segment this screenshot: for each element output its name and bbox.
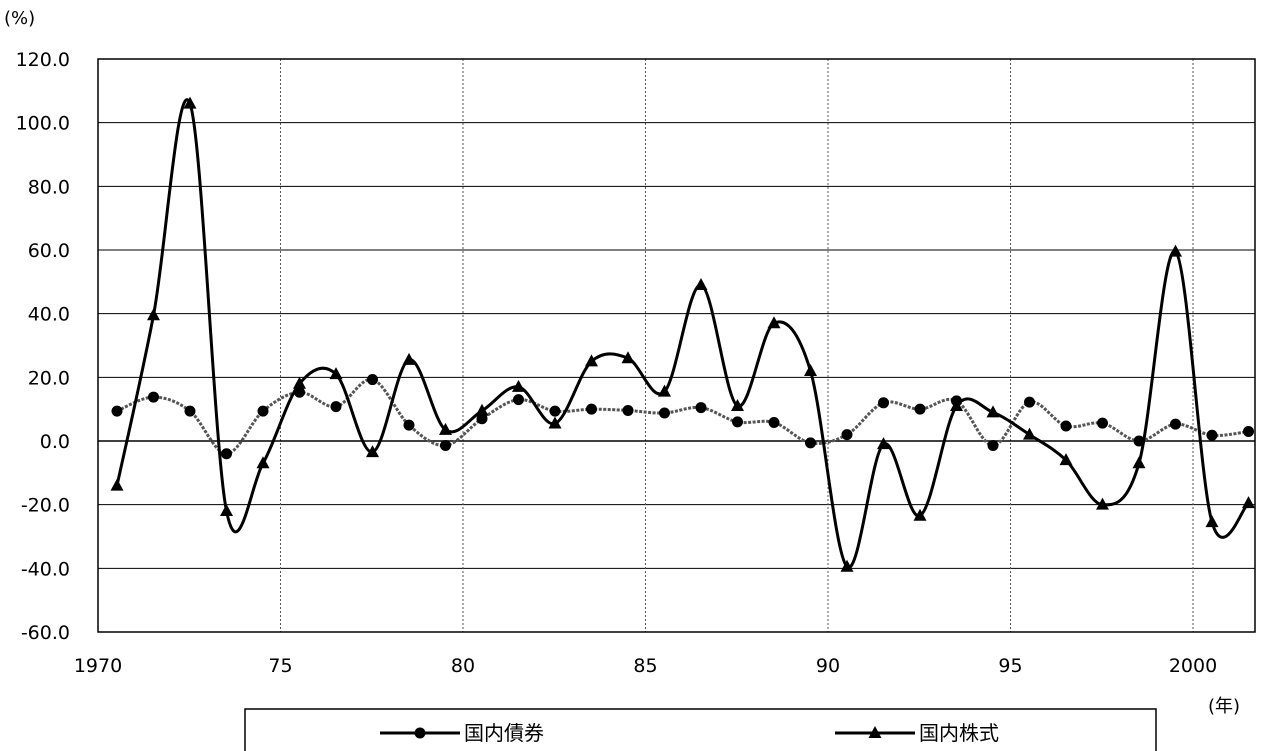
data-point-bonds <box>1060 420 1072 432</box>
data-point-stocks <box>366 445 379 458</box>
data-point-bonds <box>914 403 926 415</box>
series-stocks <box>110 96 1255 572</box>
data-point-stocks <box>731 398 744 411</box>
x-tick-label: 75 <box>268 655 292 677</box>
data-point-stocks <box>950 398 963 411</box>
data-point-bonds <box>440 439 451 451</box>
legend-item-stocks: 国内株式 <box>835 721 999 745</box>
chart-grid <box>97 58 1255 633</box>
y-axis-unit-label: (%) <box>4 8 35 29</box>
legend-item-bonds: 国内債券 <box>380 721 544 745</box>
data-point-stocks <box>1169 244 1182 257</box>
data-point-stocks <box>1132 456 1146 469</box>
data-point-bonds <box>622 404 634 416</box>
data-point-stocks <box>475 403 489 416</box>
data-point-bonds <box>221 448 232 460</box>
data-point-stocks <box>986 405 1000 418</box>
data-point-bonds <box>1024 396 1035 408</box>
data-point-stocks <box>1059 453 1073 466</box>
y-tick-label: 80.0 <box>28 176 70 198</box>
data-point-bonds <box>184 405 196 417</box>
data-point-stocks <box>840 559 854 572</box>
data-point-bonds <box>513 394 524 406</box>
legend-box <box>244 708 1157 751</box>
data-point-stocks <box>548 416 562 429</box>
y-tick-label: -40.0 <box>21 558 70 580</box>
y-tick-label: 100.0 <box>16 113 70 135</box>
data-point-bonds <box>367 374 378 386</box>
data-point-stocks <box>1242 496 1255 509</box>
data-point-bonds <box>987 439 999 451</box>
x-tick-label: 80 <box>451 655 475 677</box>
plot-area-frame <box>97 58 1256 633</box>
data-point-stocks <box>293 376 306 389</box>
legend-label-bonds: 国内債券 <box>464 721 544 745</box>
data-point-bonds <box>549 405 561 417</box>
data-point-bonds <box>148 391 159 403</box>
data-point-bonds <box>1243 425 1254 437</box>
series-layer <box>110 96 1255 572</box>
x-axis-tick-labels: 1970 75 80 85 90 95 2000 <box>74 655 1217 677</box>
x-tick-label: 2000 <box>1169 655 1217 677</box>
series-line-stocks <box>115 98 1250 569</box>
data-point-stocks <box>1205 515 1219 528</box>
data-point-bonds <box>403 419 415 431</box>
y-axis-tick-labels: 120.0 100.0 80.0 60.0 40.0 20.0 0.0 -20.0 -40.0 -… <box>16 49 70 644</box>
data-point-stocks <box>1096 497 1109 510</box>
data-point-bonds <box>695 402 707 414</box>
y-tick-label: 0.0 <box>40 431 70 453</box>
y-tick-label: 40.0 <box>28 304 70 326</box>
data-point-stocks <box>585 354 598 367</box>
data-point-stocks <box>1023 427 1036 440</box>
y-tick-label: -60.0 <box>21 622 70 644</box>
x-tick-label: 90 <box>816 655 840 677</box>
data-point-stocks <box>512 379 525 392</box>
y-tick-label: 120.0 <box>16 49 70 71</box>
y-tick-label: -20.0 <box>21 495 70 517</box>
x-tick-label: 85 <box>633 655 657 677</box>
data-point-bonds <box>330 401 342 413</box>
triangle-marker-icon <box>868 726 882 738</box>
data-point-stocks <box>220 504 233 517</box>
data-point-stocks <box>804 363 817 376</box>
data-point-bonds <box>732 416 743 428</box>
series-bonds <box>111 374 1254 460</box>
series-line-bonds <box>116 378 1249 456</box>
data-point-bonds <box>476 413 488 425</box>
data-point-stocks <box>147 308 160 321</box>
legend-label-stocks: 国内株式 <box>919 721 999 745</box>
data-point-stocks <box>402 352 416 365</box>
data-point-bonds <box>111 405 123 417</box>
data-point-stocks <box>256 456 270 469</box>
x-tick-label: 95 <box>998 655 1022 677</box>
data-point-bonds <box>586 403 597 415</box>
data-point-bonds <box>659 407 670 419</box>
data-point-bonds <box>878 397 889 409</box>
data-point-bonds <box>768 417 780 429</box>
data-point-bonds <box>841 429 853 441</box>
data-point-stocks <box>621 351 635 364</box>
x-tick-label: 1970 <box>74 655 122 677</box>
data-point-stocks <box>110 478 124 491</box>
data-point-bonds <box>257 405 269 417</box>
data-point-bonds <box>1206 429 1218 441</box>
data-point-stocks <box>329 367 343 380</box>
y-tick-label: 20.0 <box>28 367 70 389</box>
x-axis-unit-label: (年) <box>1208 696 1240 717</box>
data-point-stocks <box>694 278 708 291</box>
data-point-stocks <box>183 96 197 109</box>
data-point-stocks <box>658 384 671 397</box>
circle-marker-icon <box>414 727 426 739</box>
data-point-stocks <box>439 422 452 435</box>
data-point-bonds <box>1097 417 1108 429</box>
y-tick-label: 60.0 <box>28 240 70 262</box>
data-point-stocks <box>877 437 890 450</box>
legend: 国内債券 国内株式 <box>244 708 1157 751</box>
data-point-stocks <box>913 508 927 521</box>
data-point-stocks <box>767 316 781 329</box>
data-point-bonds <box>805 437 816 449</box>
data-point-bonds <box>1170 418 1181 430</box>
